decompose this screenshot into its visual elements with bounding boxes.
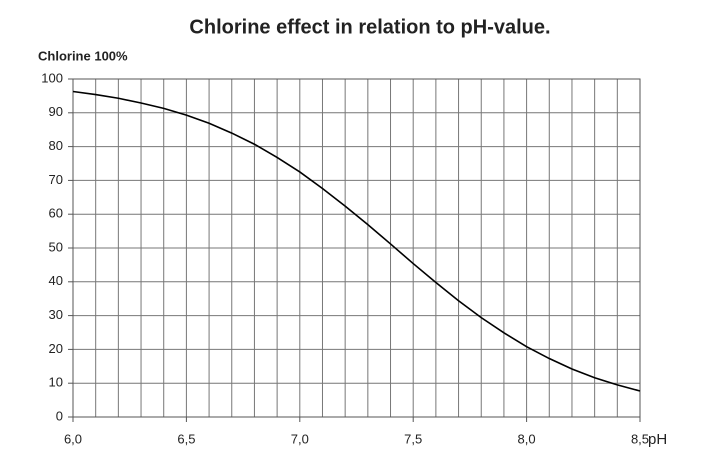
y-tick-label: 60 <box>49 206 63 221</box>
y-tick-label: 100 <box>41 70 63 85</box>
x-tick-label: 8,5 <box>631 431 649 446</box>
y-tick-label: 80 <box>49 138 63 153</box>
x-tick-label: 7,0 <box>291 431 309 446</box>
y-tick-label: 70 <box>49 172 63 187</box>
plot-frame <box>72 78 641 418</box>
y-tick-label: 0 <box>56 408 63 423</box>
x-tick-label: 6,5 <box>177 431 195 446</box>
y-tick-label: 20 <box>49 341 63 356</box>
chart-title: Chlorine effect in relation to pH-value. <box>189 16 550 38</box>
x-tick-label: 6,0 <box>64 431 82 446</box>
data-line <box>72 90 641 392</box>
x-axis-label: pH <box>648 431 667 448</box>
y-tick-label: 90 <box>49 104 63 119</box>
y-tick-label: 40 <box>49 273 63 288</box>
y-tick-label: 50 <box>49 239 63 254</box>
y-tick-label: 10 <box>49 375 63 390</box>
y-axis-label: Chlorine 100% <box>38 48 128 63</box>
x-tick-label: 7,5 <box>404 431 422 446</box>
y-tick-label: 30 <box>49 307 63 322</box>
x-tick-label: 8,0 <box>518 431 536 446</box>
